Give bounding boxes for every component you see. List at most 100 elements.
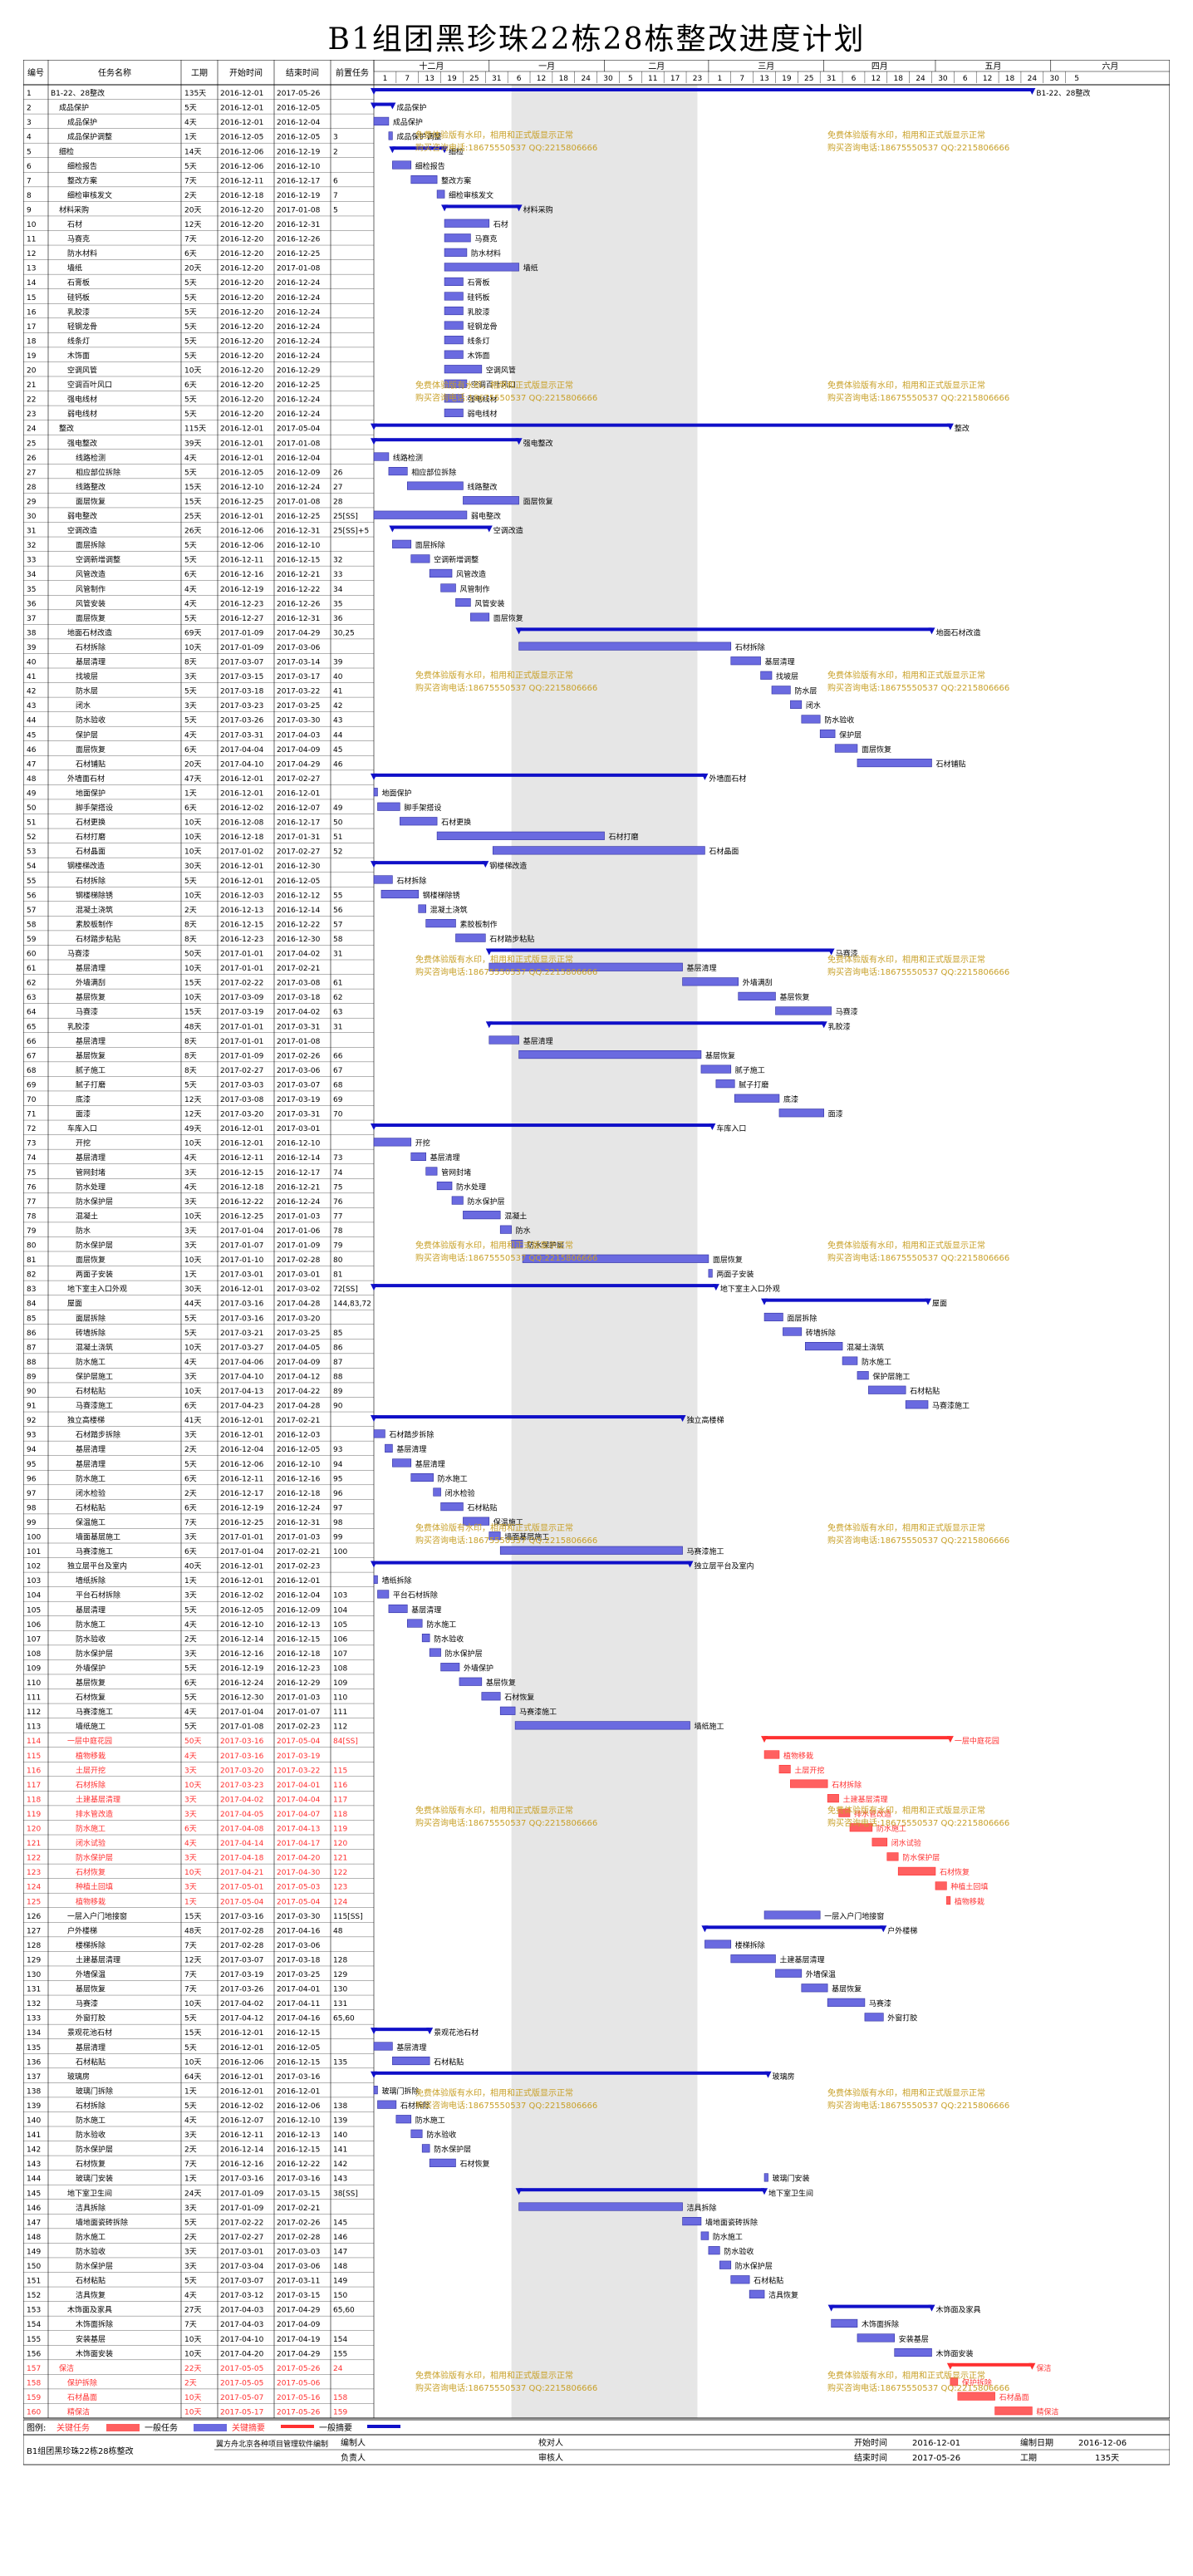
task-duration: 6天 [184,1475,197,1483]
task-name: 基层清理 [76,657,106,667]
task-start: 2016-12-05 [220,469,263,477]
task-name: 防水保护层 [76,2145,113,2155]
task-start: 2016-12-20 [220,265,264,273]
task-bar-label: 面层恢复 [713,1255,743,1265]
summary-start-marker [389,525,396,533]
task-duration: 3天 [184,673,197,681]
watermark-text: 购买咨询电话:18675550537 QQ:2215806666 [827,392,1009,403]
task-duration: 14天 [184,148,201,156]
task-name: 石材更换 [76,818,106,828]
task-name: 基层恢复 [76,1678,106,1688]
task-start: 2016-12-08 [220,819,264,828]
task-name: 木饰面拆除 [76,2319,113,2329]
task-predecessors: 105 [333,1621,347,1630]
task-start: 2017-01-09 [220,2190,264,2198]
task-predecessors: 56 [333,907,343,915]
task-predecessors: 67 [333,1067,342,1075]
task-start: 2016-12-06 [220,542,264,550]
task-name: 洁具拆除 [76,2203,106,2213]
task-bar-label: 两面子安装 [716,1270,754,1280]
task-bar-label: 楼梯拆除 [735,1940,765,1950]
task-bar-label: 防水处理 [456,1182,486,1192]
task-start: 2017-04-03 [220,2321,263,2329]
task-name: 防水验收 [76,1634,106,1644]
task-id: 46 [27,746,37,755]
task-duration: 5天 [184,337,197,346]
footer-label: 编制人 [341,2437,366,2448]
task-name: 景观花池石材 [67,2028,112,2038]
task-predecessors: 70 [333,1111,343,1119]
task-end: 2017-03-19 [277,1753,321,1761]
task-bar [775,1006,832,1015]
task-end: 2017-03-06 [277,2263,321,2271]
task-bar-label: 石材拆除 [400,2101,430,2111]
task-bar-label: 石材更换 [441,818,471,828]
task-bar [410,175,438,184]
task-duration: 6天 [184,1548,197,1556]
task-bar [935,1881,947,1890]
task-duration: 3天 [184,1432,197,1440]
task-predecessors: 98 [333,1519,343,1527]
task-bar-label: 闭水试验 [891,1838,921,1848]
task-duration: 47天 [184,775,201,784]
task-name: 闭水 [76,701,91,710]
task-start: 2017-01-04 [220,1227,264,1236]
task-duration: 5天 [184,878,197,886]
task-end: 2017-03-16 [277,2073,321,2082]
task-start: 2017-03-19 [220,1971,264,1979]
task-bar-label: 木饰面 [467,351,489,361]
task-end: 2016-12-24 [277,1198,321,1207]
task-start: 2017-01-01 [220,951,263,959]
task-id: 14 [27,279,37,288]
task-duration: 48天 [184,1023,201,1031]
task-bar-label: 木饰面及家具 [935,2305,980,2315]
task-bar [857,2333,896,2342]
task-id: 57 [27,907,36,915]
task-name: 防水保护层 [76,1197,113,1207]
task-bar [373,875,393,884]
task-predecessors: 158 [333,2394,347,2402]
task-bar-label: 弱电整改 [471,511,501,521]
task-end: 2016-12-15 [277,2146,320,2155]
column-header: 编号 [27,67,44,78]
task-name: 墙纸施工 [76,1722,106,1732]
task-bar [897,1866,936,1875]
task-name: 细检 [59,146,74,156]
task-predecessors: 116 [333,1782,347,1790]
task-start: 2017-01-08 [220,1723,264,1732]
task-end: 2017-04-28 [277,1403,321,1411]
task-bar-label: 乳胶漆 [828,1021,851,1031]
task-bar [459,1677,483,1686]
task-predecessors: 130 [333,1986,347,1994]
task-bar [514,1721,690,1730]
task-bar [392,2056,430,2066]
task-name: 材料采购 [59,204,89,214]
task-name: 玻璃门拆除 [76,2086,113,2096]
task-id: 10 [27,221,37,229]
task-id: 89 [27,1373,37,1381]
task-end: 2016-12-12 [277,892,320,900]
task-bar-label: 空调百叶风口 [471,380,516,390]
task-bar [760,671,773,680]
task-end: 2017-03-08 [277,980,321,988]
task-name: 一层中庭花园 [67,1736,112,1746]
task-bar [705,1939,732,1949]
task-predecessors: 77 [333,1212,342,1221]
task-end: 2017-02-26 [277,2219,321,2227]
task-bar-label: 基层清理 [523,1036,553,1046]
task-name: 风管改造 [76,569,106,579]
task-name: 地下室卫生间 [67,2188,112,2198]
watermark-text: 购买咨询电话:18675550537 QQ:2215806666 [827,1535,1009,1546]
task-bar-label: 石材拆除 [396,876,426,886]
task-bar-label: 面层恢复 [493,613,523,623]
task-duration: 5天 [184,163,197,171]
task-bar-label: 基层清理 [411,1605,441,1615]
task-duration: 10天 [184,965,201,973]
task-bar [838,1808,851,1817]
task-duration: 7天 [184,177,197,185]
task-duration: 4天 [184,2292,197,2300]
task-bar [440,1502,464,1512]
task-start: 2017-03-26 [220,1986,264,1994]
task-id: 39 [27,644,37,652]
